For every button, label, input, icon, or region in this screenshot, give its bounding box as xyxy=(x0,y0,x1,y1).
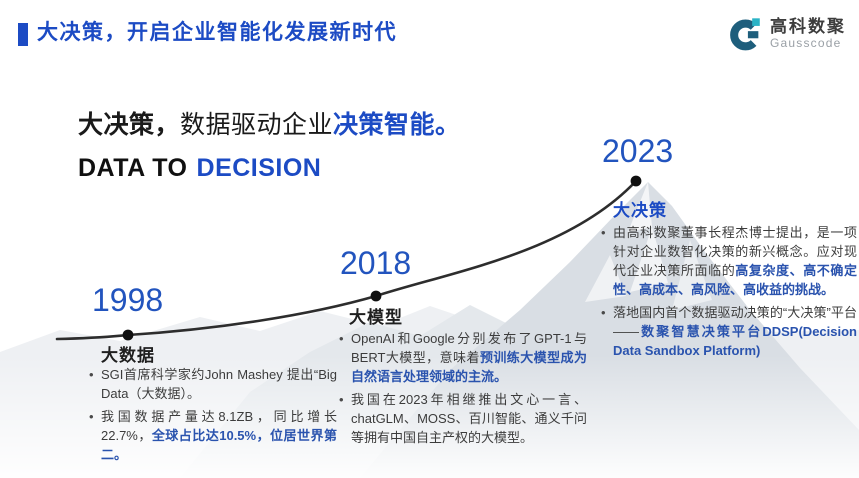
headline-cn-normal: 数据驱动企业 xyxy=(180,111,334,139)
year-label-1998: 1998 xyxy=(92,282,164,318)
headline-chinese: 大决策，数据驱动企业决策智能。 xyxy=(78,105,461,141)
bullet-list-2023: • 由高科数聚董事长程杰博士提出，是一项针对企业数智化决策的新兴概念。应对现代企… xyxy=(600,224,857,365)
logo-mark-icon xyxy=(730,18,760,51)
logo-name: 高科数聚 xyxy=(770,17,846,37)
company-logo: 高科数聚 Gausscode xyxy=(727,15,846,53)
timeline-dot-2018 xyxy=(370,290,382,302)
milestone-title-bigmodel: 大模型 xyxy=(349,308,403,327)
bullet-text: 由高科数聚董事长程杰博士提出，是一项针对企业数智化决策的新兴概念。应对现代企业决… xyxy=(613,225,857,278)
milestone-title-bigdata: 大数据 xyxy=(101,346,155,365)
bullet-item: • SGI首席科学家约John Mashey 提出“Big Data（大数据）。 xyxy=(88,366,337,404)
bullet-list-2018: • OpenAI和Google分别发布了GPT-1与BERT大模型，意味着预训练… xyxy=(338,330,587,452)
logo-text: 高科数聚 Gausscode xyxy=(770,17,846,50)
bullet-text: 我国在2023年相继推出文心一言、chatGLM、MOSS、百川智能、通义千问等… xyxy=(351,391,587,445)
bullet-text-emphasis: 数聚智慧决策平台DDSP(Decision Data Sandbox Platf… xyxy=(613,323,857,358)
headline-cn-blue: 决策智能。 xyxy=(333,111,461,139)
timeline-dot-1998 xyxy=(122,329,134,341)
bullet-text-emphasis: 全球占比达10.5%，位居世界第二。 xyxy=(101,427,337,462)
year-label-2018: 2018 xyxy=(340,245,412,281)
milestone-title-bigdecision: 大决策 xyxy=(613,201,667,220)
timeline-curve xyxy=(55,175,642,341)
year-label-2023: 2023 xyxy=(602,133,674,169)
bullet-item: • 我国在2023年相继推出文心一言、chatGLM、MOSS、百川智能、通义千… xyxy=(338,391,587,448)
page-title: 大决策，开启企业智能化发展新时代 xyxy=(37,21,397,44)
bullet-text: OpenAI和Google分别发布了GPT-1与BERT大模型，意味着 xyxy=(351,331,587,365)
bullet-marker: • xyxy=(601,304,606,320)
bullet-item: • OpenAI和Google分别发布了GPT-1与BERT大模型，意味着预训练… xyxy=(338,330,587,387)
headline: 大决策，数据驱动企业决策智能。 DATA TO DECISION xyxy=(78,105,461,183)
headline-cn-bold: 大决策， xyxy=(78,111,181,139)
bullet-list-1998: • SGI首席科学家约John Mashey 提出“Big Data（大数据）。… xyxy=(88,366,337,469)
bullet-item: • 由高科数聚董事长程杰博士提出，是一项针对企业数智化决策的新兴概念。应对现代企… xyxy=(600,224,857,300)
bullet-marker: • xyxy=(89,367,94,382)
timeline-dot-2023 xyxy=(630,175,642,187)
bullet-marker: • xyxy=(339,331,344,346)
bullet-text: 我国数据产量达8.1ZB，同比增长22.7%， xyxy=(101,408,337,443)
bullet-marker: • xyxy=(339,391,344,407)
bullet-marker: • xyxy=(89,408,94,424)
headline-en-blue: DECISION xyxy=(196,154,322,182)
bullet-item: • 落地国内首个数据驱动决策的“大决策”平台——数聚智慧决策平台DDSP(Dec… xyxy=(600,304,857,361)
bullet-marker: • xyxy=(601,225,606,240)
bullet-text-emphasis: 预训练大模型成为自然语言处理领域的主流。 xyxy=(351,349,587,384)
bullet-text: 落地国内首个数据驱动决策的“大决策”平台—— xyxy=(613,304,857,339)
bullet-text: SGI首席科学家约John Mashey 提出“Big Data（大数据）。 xyxy=(101,367,337,401)
title-accent-bar xyxy=(18,23,28,46)
headline-english: DATA TO DECISION xyxy=(78,154,461,183)
bullet-item: • 我国数据产量达8.1ZB，同比增长22.7%，全球占比达10.5%，位居世界… xyxy=(88,408,337,465)
mountains-decoration xyxy=(0,182,859,478)
bullet-text-emphasis: 高复杂度、高不确定性、高成本、高风险、高收益的挑战。 xyxy=(613,262,857,297)
logo-subtitle: Gausscode xyxy=(770,35,842,50)
headline-en-black: DATA TO xyxy=(78,154,188,182)
